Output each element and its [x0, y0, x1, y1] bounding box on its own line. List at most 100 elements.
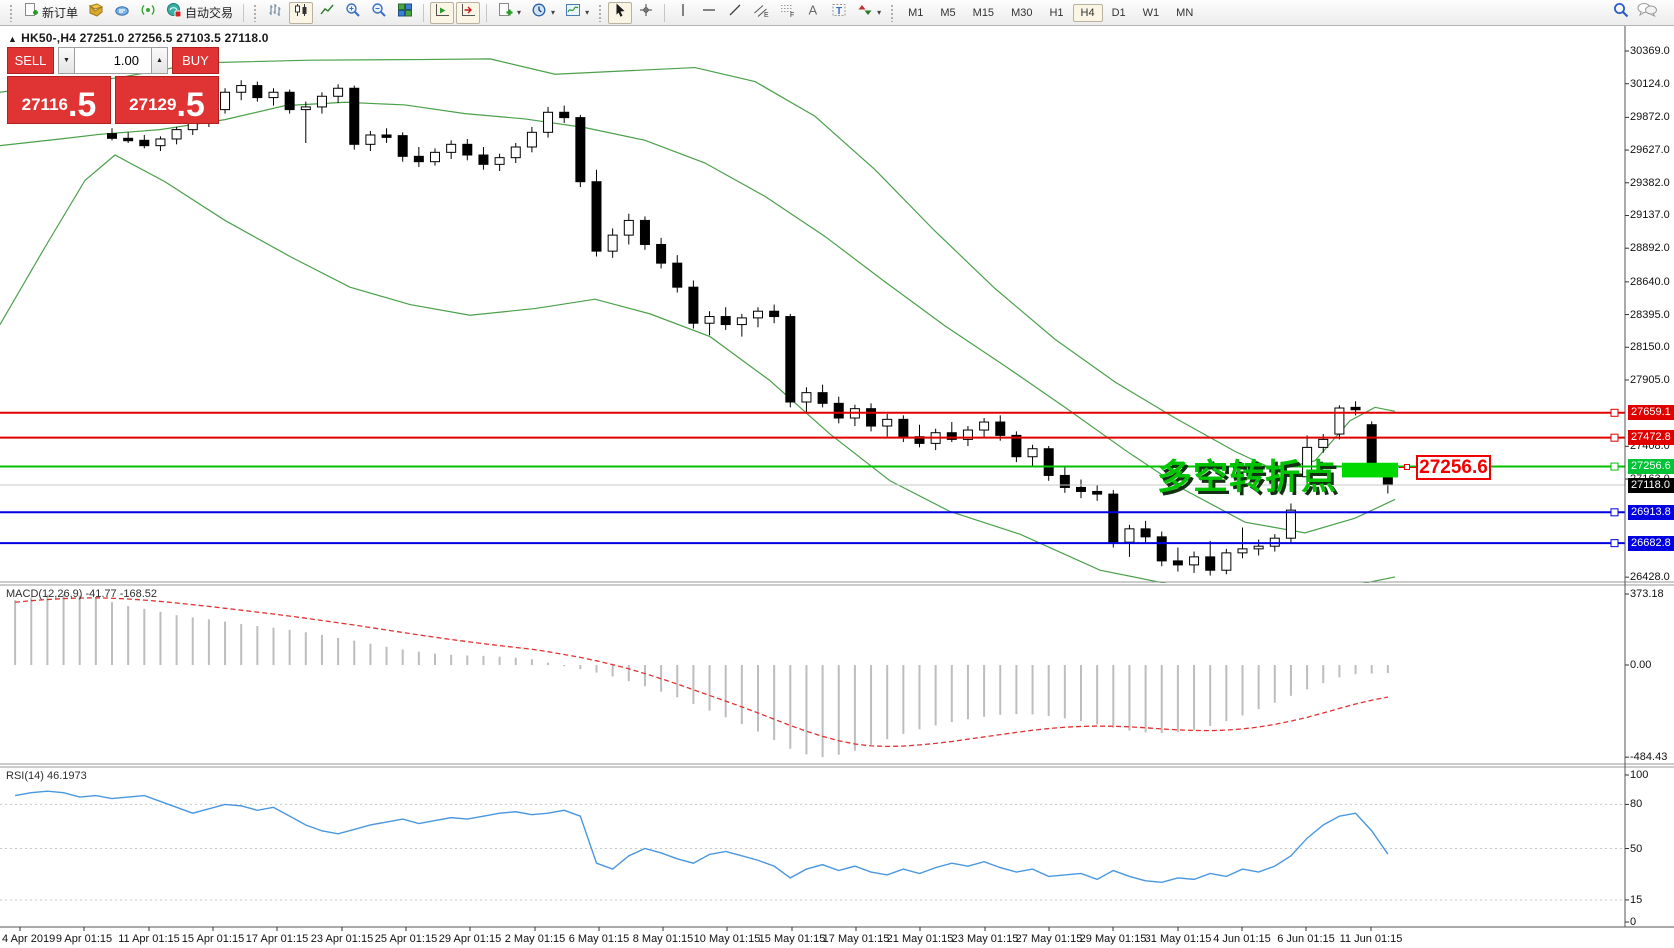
level-line-marker [1610, 433, 1619, 442]
signal-button[interactable] [136, 2, 160, 24]
time-tick-label: 6 May 01:15 [568, 933, 630, 945]
macd-axis-label: 0.00 [1630, 659, 1652, 671]
time-tick-label: 11 Apr 01:15 [118, 933, 180, 945]
price-callout-label: 27256.6 [1416, 455, 1491, 480]
level-line-marker [1610, 462, 1619, 471]
indicators-button[interactable]: ▾ [561, 2, 593, 24]
candlestick-chart-button[interactable] [289, 1, 314, 24]
text-tool-button[interactable]: A [801, 2, 825, 24]
candle-bull [704, 316, 715, 324]
svg-text:T: T [836, 6, 842, 17]
zoom-in-button[interactable] [341, 2, 365, 24]
svg-text:E: E [764, 12, 769, 18]
candle-bear [123, 137, 134, 142]
timeframe-button-w1[interactable]: W1 [1142, 6, 1160, 19]
candle-bear [381, 134, 392, 138]
zoom-out-button[interactable] [367, 2, 391, 24]
toolbar-drag-handle[interactable] [598, 3, 604, 22]
price-tick-label: 28395.0 [1630, 308, 1670, 321]
candle-bull [220, 91, 231, 111]
equidistant-channel-button[interactable]: E [749, 2, 773, 24]
templates-button[interactable]: ▾ [493, 2, 525, 24]
crosshair-button[interactable] [634, 2, 658, 24]
candle-bull [543, 111, 554, 133]
timeframe-button-h4[interactable]: H4 [1072, 3, 1103, 22]
toolbar-drag-handle[interactable] [890, 3, 896, 22]
bollinger-lower-band [0, 154, 1396, 583]
price-tick-label: 29627.0 [1630, 144, 1670, 157]
candle-bull [510, 146, 521, 159]
bollinger-upper-band [0, 58, 1396, 471]
timeframe-button-d1[interactable]: D1 [1111, 6, 1126, 19]
periods-button[interactable]: ▾ [527, 2, 559, 24]
candle-bear [575, 117, 586, 183]
new-order-button[interactable]: 新订单 [19, 2, 82, 24]
timeframe-button-h1[interactable]: H1 [1049, 6, 1064, 19]
candle-bear [559, 111, 570, 119]
macd-axis-label: 373.18 [1630, 587, 1664, 600]
candle-bull [300, 106, 311, 111]
level-line-marker [1610, 539, 1619, 548]
buy-button[interactable]: BUY [172, 47, 219, 74]
tile-windows-button[interactable] [393, 2, 417, 24]
candle-bear [397, 135, 408, 157]
line-chart-button[interactable] [315, 2, 339, 24]
vertical-line-tool-button[interactable] [671, 2, 695, 24]
candle-bear [688, 286, 699, 324]
candle-bear [672, 262, 683, 288]
timeframe-button-m1[interactable]: M1 [908, 6, 924, 19]
zoom-in-icon [345, 2, 361, 23]
trendline-tool-button[interactable] [723, 2, 747, 24]
one-click-trade-panel: SELL ▼ 1.00 ▲ BUY 27116 .5 27129 .5 [7, 47, 219, 124]
candle-bear [656, 243, 667, 264]
candle-bull [1221, 552, 1232, 571]
new-order-icon [23, 2, 39, 23]
toolbar-drag-handle[interactable] [9, 3, 14, 22]
cursor-button[interactable] [608, 1, 633, 24]
chart-shift-button[interactable] [456, 1, 481, 24]
sell-price-frac: .5 [67, 86, 97, 124]
timeframe-button-m5[interactable]: M5 [940, 6, 956, 19]
candle-bear [833, 402, 844, 419]
bar-chart-button[interactable] [263, 2, 287, 24]
level-line-marker [1610, 408, 1619, 417]
time-tick-label: 10 May 01:15 [693, 933, 761, 945]
toolbar-drag-handle[interactable] [253, 3, 259, 22]
candle-bear [785, 316, 796, 403]
time-tick-label: 21 May 01:15 [886, 933, 954, 945]
cloud-button[interactable] [110, 2, 134, 24]
time-tick-label: 23 Apr 01:15 [310, 933, 374, 945]
candle-bull [171, 129, 182, 140]
fibonacci-tool-button[interactable]: F [775, 2, 799, 24]
horizontal-line-tool-button[interactable] [697, 2, 721, 24]
volume-increase-button[interactable]: ▲ [151, 47, 168, 74]
chat-icon[interactable] [1636, 1, 1658, 24]
candle-bear [898, 418, 909, 438]
timeframe-button-m30[interactable]: M30 [1011, 6, 1033, 19]
sell-price-button[interactable]: 27116 .5 [7, 76, 111, 124]
buy-price-int: 27129 [129, 95, 177, 114]
search-icon[interactable] [1612, 1, 1630, 24]
candle-bull [333, 87, 344, 97]
buy-price-button[interactable]: 27129 .5 [115, 76, 219, 124]
autotrading-button[interactable]: 自动交易 [162, 2, 237, 24]
arrows-tool-button[interactable]: ▾ [853, 2, 885, 24]
candle-bull [979, 421, 990, 431]
time-tick-label: 17 May 01:15 [822, 933, 890, 945]
autoscroll-button[interactable] [430, 1, 455, 24]
timeframe-button-mn[interactable]: MN [1176, 6, 1194, 19]
toolbar-separator [664, 3, 666, 22]
candle-bull [1334, 407, 1345, 435]
time-tick-label: 9 Apr 01:15 [55, 933, 113, 945]
volume-input[interactable]: 1.00 [75, 47, 151, 74]
text-label-tool-button[interactable]: T [827, 2, 851, 24]
candlestick-chart-icon [293, 2, 309, 23]
sell-button[interactable]: SELL [7, 47, 54, 74]
volume-decrease-button[interactable]: ▼ [58, 47, 75, 74]
timeframe-button-m15[interactable]: M15 [972, 6, 995, 19]
candle-bear [413, 155, 424, 163]
book-button[interactable] [84, 2, 108, 24]
dropdown-caret-icon: ▾ [517, 8, 522, 17]
time-tick-label: 27 May 01:15 [1015, 933, 1083, 945]
